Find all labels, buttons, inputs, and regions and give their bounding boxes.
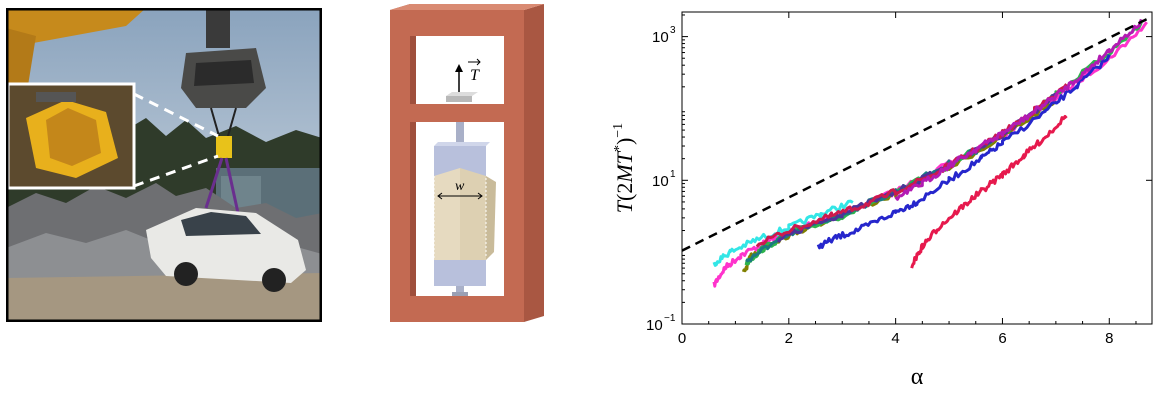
force-label: T: [470, 67, 480, 84]
x-tick-label-8: 8: [1105, 330, 1113, 347]
data-series-10: [894, 18, 1143, 201]
y-tick-label-0.1: 10 −1: [646, 313, 676, 334]
scrapyard-photo: [5, 7, 323, 323]
x-tick-label-0: 0: [678, 330, 686, 347]
log-scale-scatter-chart: 10 3 10 1 10 −1 0 2 4 6 8 α T(2MT*)−1: [590, 0, 1162, 390]
y-tick-label-1000: 10 3: [652, 25, 676, 46]
svg-text:T(2MT*)−1: T(2MT*)−1: [611, 123, 637, 213]
y-tick-label-10: 10 1: [652, 169, 676, 190]
svg-text:1: 1: [670, 169, 676, 180]
x-tick-label-4: 4: [891, 330, 899, 347]
width-label: w: [455, 179, 465, 194]
svg-text:−1: −1: [664, 313, 676, 324]
plot-frame: [681, 11, 1153, 325]
svg-text:10: 10: [652, 29, 669, 46]
tensile-frame-diagram: T w: [372, 0, 572, 340]
y-axis-label: T(2MT*)−1: [611, 123, 637, 213]
fit-line: [681, 15, 1153, 252]
x-axis-label: α: [911, 364, 924, 389]
x-tick-label-2: 2: [785, 330, 793, 347]
svg-text:10: 10: [646, 317, 663, 334]
data-series-1: [712, 21, 1148, 288]
x-tick-label-6: 6: [998, 330, 1006, 347]
svg-text:10: 10: [652, 173, 669, 190]
svg-text:3: 3: [670, 25, 676, 36]
data-series-9: [910, 114, 1068, 269]
data-series-7: [816, 54, 1111, 250]
